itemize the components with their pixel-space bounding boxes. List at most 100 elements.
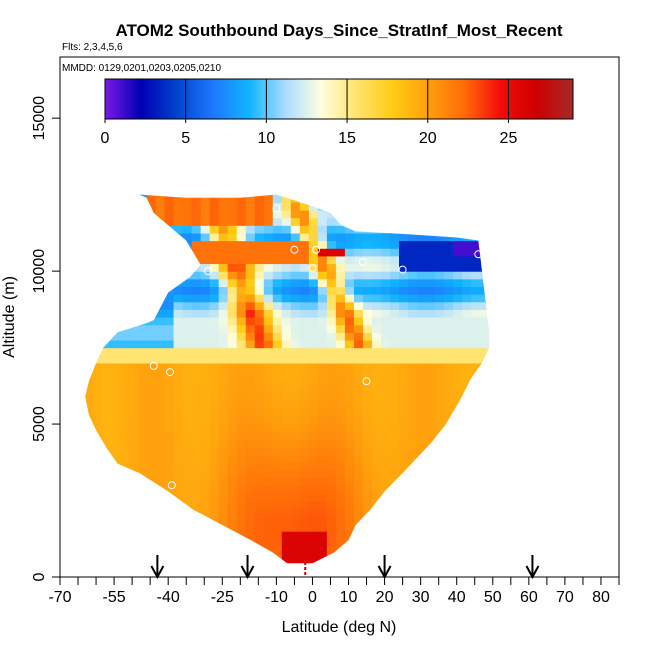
heatmap-cell — [308, 408, 319, 418]
heatmap-cell — [155, 209, 166, 219]
heatmap-cell — [308, 508, 319, 517]
heatmap-cell — [101, 378, 112, 387]
heatmap-cell — [299, 255, 310, 265]
heatmap-cell — [317, 439, 328, 448]
heatmap-cell — [173, 477, 184, 486]
heatmap-cell — [408, 408, 418, 418]
heatmap-cell — [236, 248, 247, 257]
heatmap-cell — [182, 492, 193, 502]
heatmap-cell — [444, 347, 454, 356]
heatmap-cell — [272, 271, 283, 280]
heatmap-cell — [110, 401, 121, 410]
heatmap-cell — [155, 401, 166, 410]
heatmap-cell — [182, 393, 193, 402]
heatmap-cell — [326, 515, 337, 525]
heatmap-cell — [471, 248, 481, 257]
heatmap-cell — [173, 347, 184, 356]
heatmap-cell — [281, 194, 292, 203]
heatmap-cell — [417, 294, 427, 303]
heatmap-cell — [218, 492, 229, 502]
heatmap-cell — [362, 385, 373, 395]
heatmap-cell — [146, 355, 157, 364]
heatmap-cell — [236, 416, 247, 425]
heatmap-cell — [444, 370, 454, 379]
heatmap-cell — [371, 439, 382, 448]
x-tick-label: 40 — [448, 589, 466, 606]
heatmap-cell — [182, 278, 193, 288]
heatmap-cell — [263, 294, 274, 303]
heatmap-cell — [281, 355, 292, 364]
heatmap-cell — [308, 240, 319, 249]
heatmap-cell — [218, 508, 229, 517]
heatmap-cell — [299, 431, 310, 440]
heatmap-cell — [408, 439, 418, 448]
heatmap-cell — [362, 408, 373, 418]
heatmap-cell — [119, 339, 130, 349]
heatmap-cell — [426, 370, 436, 379]
heatmap-cell — [281, 278, 292, 288]
heatmap-cell — [290, 209, 301, 219]
latitude-arrows — [150, 555, 540, 580]
heatmap-cell — [245, 309, 256, 318]
heatmap-cell — [462, 378, 472, 387]
heatmap-cell — [281, 385, 292, 395]
heatmap-cell — [299, 362, 310, 372]
heatmap-cell — [435, 240, 445, 249]
heatmap-cell — [317, 447, 328, 456]
heatmap-cell — [128, 332, 139, 341]
heatmap-cell — [453, 355, 463, 364]
heatmap-cell — [371, 294, 382, 303]
heatmap-cell — [281, 309, 292, 318]
heatmap-cell — [254, 454, 265, 463]
heatmap-cell — [236, 401, 247, 410]
heatmap-cell — [353, 515, 364, 525]
heatmap-cell — [290, 217, 301, 226]
heatmap-cell — [317, 424, 328, 433]
heatmap-cell — [480, 332, 490, 341]
heatmap-cell — [110, 439, 121, 448]
heatmap-cell — [290, 462, 301, 471]
heatmap-cell — [245, 492, 256, 502]
heatmap-cell — [281, 339, 292, 349]
heatmap-cell — [272, 424, 283, 433]
heatmap-cell — [227, 286, 238, 295]
heatmap-cell — [326, 362, 337, 372]
heatmap-cell — [426, 324, 436, 333]
heatmap-cell — [254, 362, 265, 372]
heatmap-cell — [344, 508, 355, 517]
heatmap-cell — [200, 416, 211, 425]
heatmap-cell — [353, 362, 364, 372]
heatmap-cell — [254, 339, 265, 349]
colorbar-tick-label: 15 — [338, 130, 356, 147]
heatmap-cell — [444, 294, 454, 303]
heatmap-cell — [209, 317, 220, 326]
heatmap-cell — [444, 309, 454, 318]
heatmap-cell — [137, 408, 148, 418]
heatmap-cell — [344, 500, 355, 509]
heatmap-cell — [272, 492, 283, 502]
heatmap-cell — [128, 362, 139, 372]
heatmap-cell — [209, 209, 220, 219]
heatmap-cell — [399, 255, 409, 265]
heatmap-cell — [263, 194, 274, 203]
x-axis: -70 -55 -40 -25 -10 0 10 20 30 40 50 60 70 80 — [48, 577, 620, 606]
heatmap-cell — [263, 531, 274, 540]
heatmap-cell — [263, 324, 274, 333]
heatmap-cell — [344, 355, 355, 364]
heatmap-cell — [299, 515, 310, 525]
heatmap-cell — [389, 454, 400, 463]
heatmap-cell — [281, 431, 292, 440]
heatmap-cell — [263, 217, 274, 226]
heatmap-cell — [236, 225, 247, 234]
heatmap-cell — [245, 225, 256, 234]
heatmap-cell — [435, 408, 445, 418]
heatmap-cell — [164, 439, 175, 448]
heatmap-cell — [371, 347, 382, 356]
heatmap-cell — [245, 531, 256, 540]
x-tick-label: 70 — [556, 589, 574, 606]
heatmap-cell — [263, 232, 274, 242]
heatmap-cell — [137, 194, 148, 196]
heatmap-cell — [389, 439, 400, 448]
heatmap-cell — [326, 355, 337, 364]
heatmap-cell — [254, 477, 265, 486]
